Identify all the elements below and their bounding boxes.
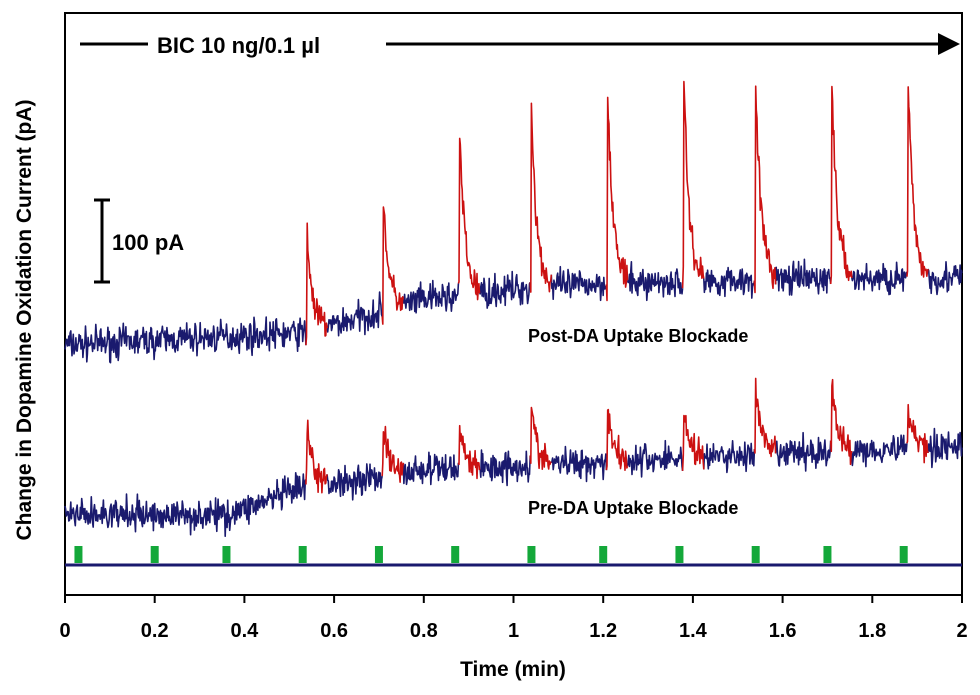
stimulation-marker [823, 546, 832, 563]
stimulation-marker [675, 546, 684, 563]
trace-pre-baseline [703, 439, 756, 474]
trace-pre-event [681, 414, 705, 471]
trace-pre-event [305, 419, 328, 494]
trace-post-baseline [478, 270, 531, 309]
trace-pre-event [457, 424, 481, 480]
stimulation-marker [74, 546, 83, 563]
trace-pre-baseline [851, 434, 908, 468]
x-tick-label: 1.4 [679, 620, 708, 642]
trace-pre-baseline [402, 451, 460, 486]
x-tick-label: 1 [508, 620, 519, 642]
x-tick-label: 2 [956, 620, 967, 642]
scale-bar: 100 pA [94, 198, 184, 284]
trace-post-baseline [402, 279, 460, 314]
trace-post-baseline [703, 266, 756, 299]
y-axis-label: Change in Dopamine Oxidation Current (pA… [13, 99, 36, 540]
series-label-pre: Pre-DA Uptake Blockade [528, 498, 738, 518]
trace-post-event [829, 85, 853, 285]
trace-post-event [305, 222, 328, 346]
x-tick-label: 1.6 [769, 620, 797, 642]
stimulation-marker [899, 546, 908, 563]
trace-post-event [605, 96, 629, 302]
drug-application-bar: BIC 10 ng/0.1 µl [80, 33, 960, 58]
trace-pre-event [605, 408, 629, 472]
x-tick-label: 1.8 [858, 620, 886, 642]
trace-pre-baseline [479, 449, 531, 487]
x-tick-label: 0.8 [410, 620, 438, 642]
trace-pre-baseline [326, 463, 383, 501]
stimulation-markers [74, 546, 908, 563]
x-axis-ticks: 0 0.2 0.4 0.6 0.8 1 1.2 1.4 1.6 1.8 2 [59, 595, 968, 642]
trace-pre-baseline [774, 431, 832, 472]
trace-post-baseline [326, 291, 383, 337]
stimulation-marker [599, 546, 608, 563]
trace-post-event [753, 85, 777, 294]
x-tick-label: 0 [59, 620, 70, 642]
drug-bar-label: BIC 10 ng/0.1 µl [157, 33, 320, 58]
stimulation-marker [222, 546, 231, 563]
trace-pre-baseline [626, 439, 684, 478]
x-tick-label: 0.6 [320, 620, 348, 642]
trace-pre-event [829, 378, 853, 466]
trace-pre-baseline [550, 445, 608, 483]
trace-post-baseline [927, 260, 963, 296]
trace-post-baseline [64, 316, 307, 364]
x-tick-label: 1.2 [589, 620, 617, 642]
trace-pre-event [381, 425, 405, 484]
x-tick-label: 0.2 [141, 620, 169, 642]
trace-post-baseline [550, 265, 608, 302]
scale-bar-label: 100 pA [112, 230, 184, 255]
traces-layer [64, 80, 963, 538]
x-axis-label: Time (min) [460, 658, 566, 681]
stimulation-marker [298, 546, 307, 563]
trace-post-event [529, 102, 553, 293]
stimulation-marker [751, 546, 760, 563]
drug-bar-arrowhead [938, 33, 960, 55]
trace-pre-event [753, 377, 777, 458]
trace-post-event [906, 86, 929, 278]
trace-post-baseline [851, 261, 908, 296]
stimulation-marker [527, 546, 536, 563]
stimulation-marker [374, 546, 383, 563]
trace-pre-baseline [64, 471, 307, 538]
stimulation-marker [150, 546, 159, 563]
trace-post-event [681, 80, 705, 289]
x-tick-label: 0.4 [230, 620, 259, 642]
trace-post-baseline [774, 258, 832, 296]
trace-post-baseline [626, 260, 684, 302]
stimulation-marker [451, 546, 460, 563]
series-label-post: Post-DA Uptake Blockade [528, 326, 748, 346]
trace-pre-baseline [927, 427, 963, 469]
trace-post-event [457, 137, 481, 301]
trace-post-event [381, 206, 405, 325]
trace-pre-event [906, 403, 929, 464]
trace-pre-event [529, 406, 552, 471]
